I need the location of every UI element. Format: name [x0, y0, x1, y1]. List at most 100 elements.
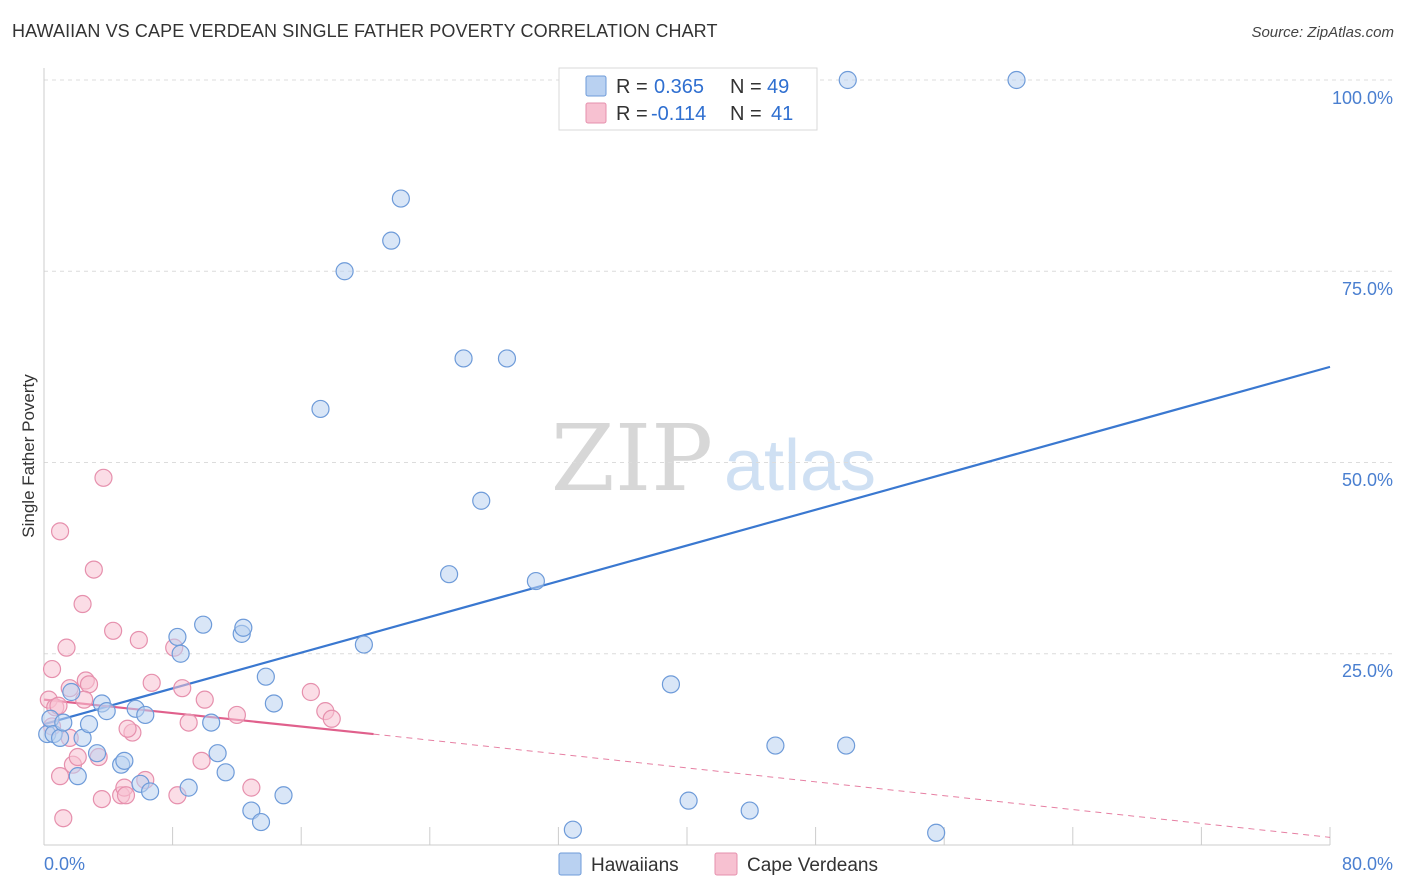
cape-verdeans-point-12 [73, 594, 92, 614]
x-tick-labels: 0.0% 80.0% [44, 854, 1393, 874]
cape-verdeans-point-1 [42, 659, 62, 679]
watermark-atlas: atlas [724, 426, 876, 506]
hawaiians-point-36 [391, 189, 410, 208]
x-tick-label-0: 0.0% [44, 854, 85, 874]
hawaiians-swatch [585, 75, 607, 97]
cape-verdeans-r-value: -0.114 [651, 103, 706, 125]
hawaiians-point-40 [497, 349, 517, 368]
cape-verdeans-point-14 [79, 675, 99, 694]
hawaiians-point-44 [679, 791, 698, 810]
cape-verdeans-point-18 [94, 468, 113, 487]
hawaiians-point-9 [87, 744, 107, 763]
cape-verdeans-point-5 [50, 767, 70, 786]
cape-verdeans-legend-swatch [714, 852, 738, 876]
source-credit: Source: ZipAtlas.com [1251, 24, 1394, 41]
chart-title: HAWAIIAN VS CAPE VERDEAN SINGLE FATHER P… [12, 21, 718, 41]
hawaiians-point-23 [208, 744, 227, 763]
cape-verdeans-point-38 [49, 696, 68, 715]
hawaiians-trend-line [43, 365, 1331, 726]
cape-verdeans-point-26 [142, 673, 161, 692]
cape-verdeans-point-6 [54, 809, 73, 828]
hawaiians-point-46 [766, 736, 785, 755]
gridlines [44, 79, 1394, 655]
hawaiians-point-28 [251, 812, 271, 832]
hawaiians-point-35 [382, 231, 401, 250]
cape-verdeans-legend-label: Cape Verdeans [747, 855, 878, 876]
watermark: ZIP atlas [551, 405, 876, 512]
cape-verdeans-point-34 [242, 778, 261, 797]
cape-verdeans-point-32 [195, 690, 214, 709]
watermark-zip: ZIP [551, 405, 713, 512]
hawaiians-point-26 [234, 618, 253, 637]
hawaiians-point-31 [274, 786, 293, 805]
hawaiians-point-34 [354, 635, 373, 654]
cape-verdeans-point-17 [92, 789, 111, 809]
cape-verdeans-point-19 [104, 621, 123, 640]
y-tick-label-2: 50.0% [1342, 470, 1393, 490]
hawaiians-point-49 [927, 823, 946, 842]
y-tick-label-1: 75.0% [1342, 279, 1393, 299]
y-tick-labels: 100.0% 75.0% 50.0% 25.0% [1332, 88, 1393, 681]
hawaiians-legend-label: Hawaiians [591, 855, 679, 876]
hawaiians-point-32 [311, 399, 330, 419]
cape-verdeans-point-15 [84, 560, 103, 579]
hawaiians-point-3 [50, 728, 70, 748]
y-tick-label-0: 100.0% [1332, 88, 1393, 108]
hawaiians-r-label: R = [616, 76, 648, 98]
cape-verdeans-point-7 [57, 638, 76, 657]
hawaiians-point-30 [264, 694, 283, 713]
hawaiians-point-13 [115, 751, 134, 770]
hawaiians-point-17 [140, 782, 160, 801]
hawaiians-point-45 [740, 801, 759, 820]
y-tick-label-3: 25.0% [1342, 661, 1393, 681]
hawaiians-r-value: 0.365 [654, 76, 704, 98]
hawaiians-points [38, 70, 1026, 842]
x-tick-label-1: 80.0% [1342, 854, 1393, 874]
cape-verdeans-n-label: N = [730, 103, 762, 125]
hawaiians-point-8 [79, 715, 99, 734]
hawaiians-point-5 [62, 682, 81, 702]
hawaiians-n-value: 49 [767, 76, 789, 98]
hawaiians-point-24 [216, 763, 235, 782]
cape-verdeans-point-40 [118, 719, 137, 738]
cape-verdeans-point-30 [179, 713, 198, 732]
hawaiians-point-39 [472, 491, 491, 510]
stats-legend: R = 0.365 N = 49 R = -0.114 N = 41 [558, 67, 818, 131]
hawaiians-point-18 [168, 627, 187, 647]
series-legend: Hawaiians Cape Verdeans [558, 852, 878, 876]
hawaiians-point-16 [136, 705, 155, 725]
cape-verdeans-point-37 [322, 709, 341, 728]
hawaiians-point-11 [97, 702, 116, 721]
cape-verdeans-point-33 [227, 705, 246, 725]
hawaiians-point-43 [661, 675, 681, 694]
cape-verdeans-point-29 [173, 679, 192, 698]
cape-verdeans-point-22 [116, 786, 136, 805]
hawaiians-legend-swatch [558, 852, 582, 876]
hawaiians-point-21 [194, 615, 213, 634]
cape-verdeans-point-11 [68, 747, 87, 767]
cape-verdeans-r-label: R = [616, 103, 648, 125]
hawaiians-point-42 [563, 820, 582, 839]
hawaiians-point-6 [68, 767, 87, 786]
hawaiians-n-label: N = [730, 76, 762, 98]
hawaiians-point-22 [202, 713, 221, 732]
hawaiians-point-47 [837, 736, 856, 755]
y-axis-label: Single Father Poverty [19, 374, 38, 538]
hawaiians-point-37 [439, 565, 459, 584]
hawaiians-point-29 [256, 667, 275, 686]
hawaiians-point-38 [454, 349, 473, 368]
cape-verdeans-n-value: 41 [771, 103, 793, 125]
cape-verdeans-swatch [585, 102, 607, 124]
cape-verdeans-point-4 [50, 522, 70, 541]
hawaiians-point-33 [335, 262, 354, 281]
cape-verdeans-point-31 [192, 751, 211, 770]
cape-verdeans-point-35 [301, 682, 320, 702]
hawaiians-point-19 [171, 644, 190, 663]
hawaiians-point-41 [526, 571, 545, 591]
hawaiians-point-4 [54, 713, 73, 732]
hawaiians-point-48 [838, 70, 857, 90]
hawaiians-point-50 [1007, 70, 1026, 90]
cape-verdeans-points [39, 468, 341, 828]
hawaiians-point-20 [179, 778, 198, 797]
